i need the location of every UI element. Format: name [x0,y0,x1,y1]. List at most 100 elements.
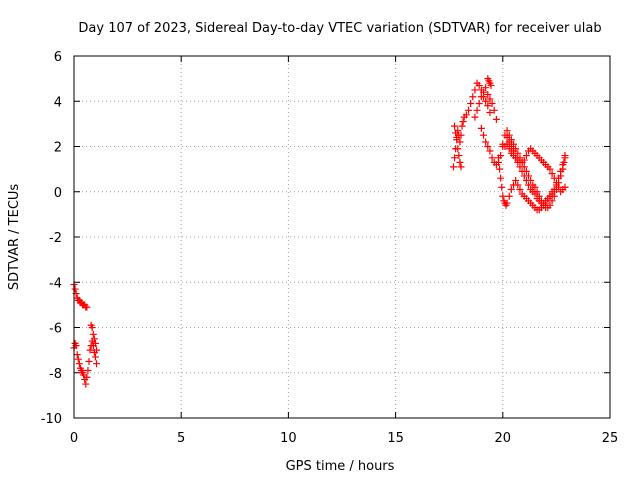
data-point [83,303,91,311]
data-point [90,335,98,343]
data-point [533,188,541,196]
plot-frame [73,55,611,419]
data-point [82,380,90,388]
data-point [535,192,543,200]
data-point [451,122,459,130]
data-point [471,86,479,94]
data-point [505,192,513,200]
data-point [503,127,511,135]
data-point [527,176,535,184]
chart-title: Day 107 of 2023, Sidereal Day-to-day VTE… [78,21,601,36]
data-point [516,185,524,193]
y-tick-label: -6 [49,322,62,337]
data-point [74,355,82,363]
data-point [458,122,466,130]
data-point [505,131,513,139]
data-point [484,102,492,110]
data-point [482,138,490,146]
data-point [510,140,518,148]
data-point [457,131,465,139]
data-point [487,81,495,89]
data-point [454,145,462,153]
data-point [559,161,567,169]
data-point [550,185,558,193]
data-point [486,109,494,117]
data-point [459,118,467,126]
data-point [486,147,494,155]
data-point [480,131,488,139]
data-point [496,165,504,173]
data-point [473,106,481,114]
x-tick-label: 0 [70,431,78,446]
y-tick-label: -8 [49,367,62,382]
data-point [451,154,459,162]
data-point [75,360,83,368]
x-tick-label: 10 [280,431,297,446]
y-tick-label: 0 [54,186,62,201]
data-point [84,366,92,374]
data-point [477,124,485,132]
data-point [512,145,520,153]
x-axis-label: GPS time / hours [286,459,395,474]
data-point [520,156,528,164]
data-point [464,106,472,114]
data-point [477,93,485,101]
data-point [83,373,91,381]
data-point [555,183,563,191]
data-point [507,136,515,144]
y-tick-label: 2 [54,141,62,156]
data-point [546,165,554,173]
y-tick-label: 4 [54,95,62,110]
data-point [88,324,96,331]
data-point [550,174,558,182]
data-point [455,152,463,160]
data-point [484,90,492,98]
data-point [91,339,99,347]
data-point [503,140,511,148]
y-tick-label: -2 [49,231,62,246]
data-point [548,190,556,198]
data-point [73,351,81,359]
data-point [548,197,556,205]
data-point [557,167,565,175]
data-point [522,152,530,160]
data-points [70,75,569,388]
data-point [522,167,530,175]
y-tick-label: -4 [49,276,62,291]
data-point [467,100,475,108]
data-point [482,84,490,92]
data-point [456,158,464,166]
data-point [71,285,79,293]
y-tick-label: -10 [41,412,62,427]
x-tick-label: 5 [177,431,185,446]
data-point [505,145,513,153]
data-point [512,176,520,184]
data-point [93,346,101,354]
x-tick-label: 15 [387,431,404,446]
data-point [93,360,101,368]
data-point [91,353,99,361]
data-point [469,93,477,101]
data-point [462,111,470,119]
data-point [495,154,503,162]
data-point [482,97,490,105]
data-point [486,95,494,103]
data-point [89,330,97,338]
data-point [475,100,483,108]
grid-layer [74,56,610,418]
data-point [552,179,560,187]
data-point [525,172,533,180]
data-point [499,192,507,200]
data-point [453,136,461,144]
data-point [561,183,569,191]
data-point [488,100,496,108]
data-point [86,346,94,354]
data-point [452,129,460,137]
x-tick-label: 20 [495,431,512,446]
x-tick-label: 25 [602,431,619,446]
data-point [520,163,528,171]
data-point [492,115,500,123]
data-point [475,81,483,89]
data-point [449,163,457,171]
